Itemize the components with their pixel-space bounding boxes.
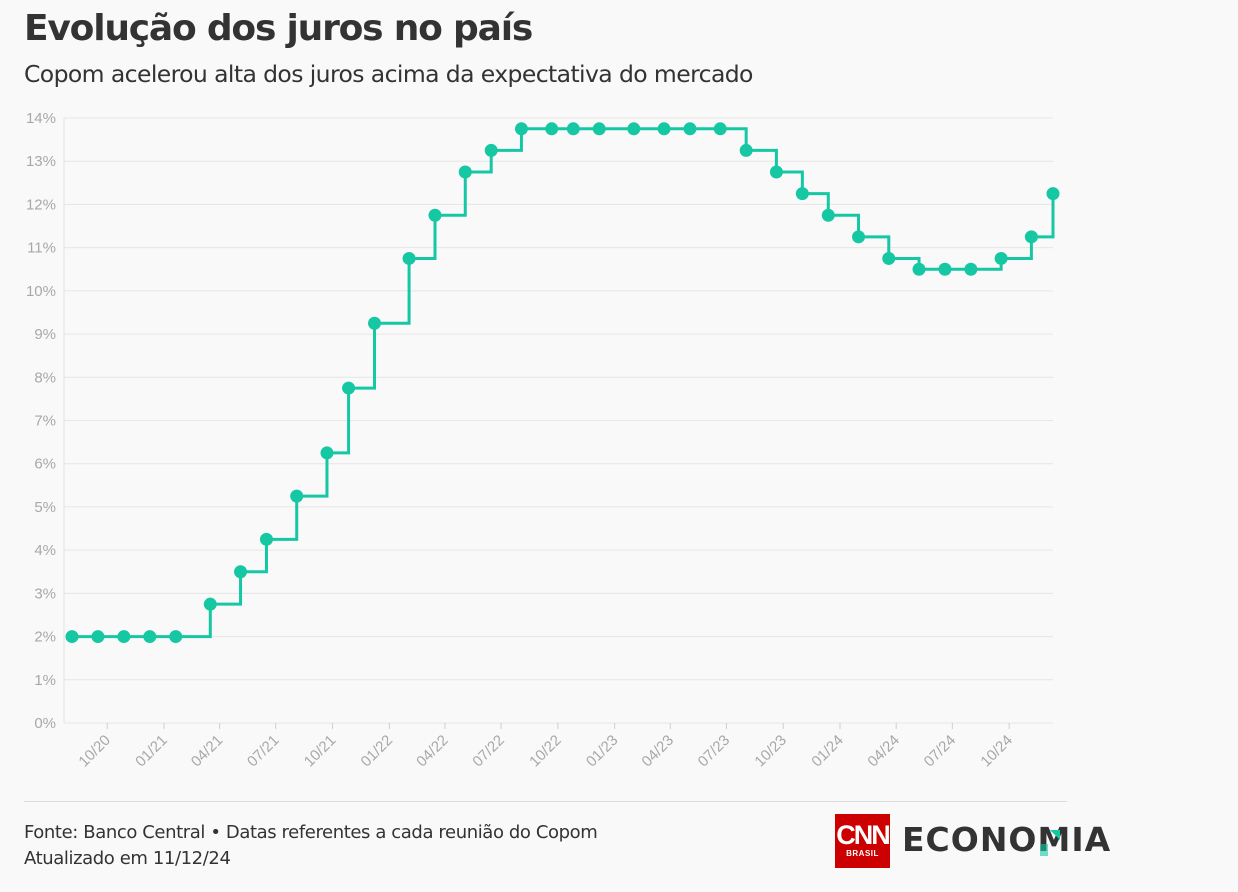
data-point[interactable] <box>428 208 442 222</box>
data-point[interactable] <box>769 165 783 179</box>
data-point[interactable] <box>143 630 157 644</box>
logo-brand: CNN <box>836 820 891 850</box>
data-point[interactable] <box>290 489 304 503</box>
data-point[interactable] <box>458 165 472 179</box>
interest-rate-chart: 0% 1% 2% 3% 4% 5% 6% 7% 8% 9% 10% 11% 12% 13% 14% 10/20… <box>26 110 1060 770</box>
data-point[interactable] <box>964 262 978 276</box>
data-point[interactable] <box>852 230 866 244</box>
data-point[interactable] <box>739 143 753 157</box>
x-tick-label: 07/23 <box>695 732 734 771</box>
y-tick-label: 8% <box>34 369 56 386</box>
x-tick-label: 01/24 <box>808 732 847 771</box>
data-point[interactable] <box>713 122 727 136</box>
y-tick-label: 0% <box>34 715 56 732</box>
data-point[interactable] <box>514 122 528 136</box>
y-tick-label: 4% <box>34 542 56 559</box>
series-layer <box>65 122 1060 644</box>
y-tick-label: 10% <box>26 283 56 300</box>
data-point[interactable] <box>65 630 79 644</box>
footer-divider <box>24 801 1067 802</box>
y-tick-label: 12% <box>26 196 56 213</box>
data-point[interactable] <box>994 251 1008 265</box>
x-tick-label: 07/22 <box>469 732 508 771</box>
data-point[interactable] <box>117 630 131 644</box>
x-tick-label: 01/21 <box>132 732 171 771</box>
chart-subtitle: Copom acelerou alta dos juros acima da e… <box>24 60 753 88</box>
y-tick-label: 9% <box>34 326 56 343</box>
data-point[interactable] <box>683 122 697 136</box>
x-tick-label: 10/21 <box>301 732 340 771</box>
y-tick-label: 3% <box>34 585 56 602</box>
x-tick-label: 10/20 <box>75 732 114 771</box>
data-point[interactable] <box>912 262 926 276</box>
y-tick-label: 13% <box>26 153 56 170</box>
data-point[interactable] <box>657 122 671 136</box>
data-point[interactable] <box>203 597 217 611</box>
y-tick-label: 14% <box>26 110 56 127</box>
source-text: Fonte: Banco Central • Datas referentes … <box>24 822 598 843</box>
data-point[interactable] <box>821 208 835 222</box>
logo-section-name: ECONOMIA <box>902 820 1112 859</box>
y-tick-label: 1% <box>34 672 56 689</box>
y-tick-label: 11% <box>27 240 56 257</box>
y-tick-label: 2% <box>34 629 56 646</box>
data-point[interactable] <box>342 381 356 395</box>
data-point[interactable] <box>91 630 105 644</box>
data-point[interactable] <box>627 122 641 136</box>
x-tick-label: 01/23 <box>583 732 622 771</box>
y-tick-label: 5% <box>34 499 56 516</box>
data-point[interactable] <box>1024 230 1038 244</box>
series-line-selic <box>72 127 1055 639</box>
data-point[interactable] <box>566 122 580 136</box>
data-point[interactable] <box>169 630 183 644</box>
cnn-brasil-logo: CNN BRASIL <box>835 814 891 868</box>
y-tick-label: 7% <box>34 413 56 430</box>
x-tick-label: 10/24 <box>977 732 1016 771</box>
x-tick-label: 10/22 <box>526 732 565 771</box>
data-point[interactable] <box>259 532 273 546</box>
y-tick-label: 6% <box>34 456 56 473</box>
x-tick-label: 04/24 <box>864 732 903 771</box>
data-point[interactable] <box>402 251 416 265</box>
data-point[interactable] <box>882 251 896 265</box>
grid <box>64 117 1053 724</box>
x-tick-label: 07/21 <box>244 732 283 771</box>
data-point[interactable] <box>484 143 498 157</box>
x-tick-label: 10/23 <box>751 732 790 771</box>
data-point[interactable] <box>234 565 248 579</box>
x-tick-label: 07/24 <box>921 732 960 771</box>
updated-date: Atualizado em 11/12/24 <box>24 848 231 869</box>
data-point[interactable] <box>320 446 334 460</box>
data-point[interactable] <box>938 262 952 276</box>
x-tick-label: 04/22 <box>413 732 452 771</box>
x-tick-label: 04/23 <box>638 732 677 771</box>
data-point[interactable] <box>795 187 809 201</box>
data-point[interactable] <box>592 122 606 136</box>
data-point[interactable] <box>545 122 559 136</box>
data-point[interactable] <box>1046 187 1060 201</box>
x-tick-label: 04/21 <box>188 732 227 771</box>
x-tick-label: 01/22 <box>358 732 397 771</box>
data-point[interactable] <box>368 316 382 330</box>
source-note: Fonte: Banco Central • Datas referentes … <box>24 820 598 872</box>
axes: 0% 1% 2% 3% 4% 5% 6% 7% 8% 9% 10% 11% 12% 13% 14% 10/20… <box>26 110 1016 770</box>
logo-brand-sub: BRASIL <box>846 849 879 858</box>
chart-title: Evolução dos juros no país <box>24 8 533 49</box>
logo-accent-icon <box>1040 830 1060 856</box>
